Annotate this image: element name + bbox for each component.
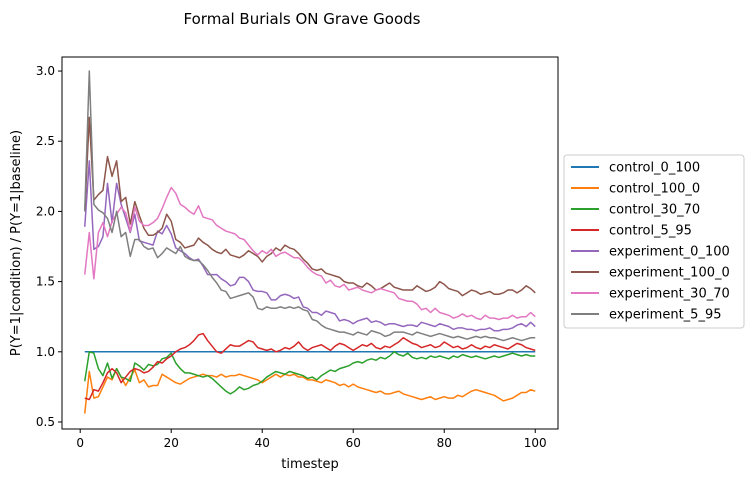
x-axis: 0 20 40 60 80 100: [76, 429, 547, 450]
series-line-control_100_0: [84, 367, 536, 414]
y-tick-label: 2.5: [36, 134, 55, 148]
legend-label-control_100_0: control_100_0: [609, 182, 700, 197]
x-tick-label: 60: [346, 436, 361, 450]
series-line-experiment_0_100: [84, 160, 536, 332]
legend-label-control_5_95: control_5_95: [609, 224, 692, 239]
legend-label-experiment_0_100: experiment_0_100: [609, 245, 730, 260]
series-line-control_5_95: [84, 332, 536, 401]
y-axis-label: P(Y=1|condition) / P(Y=1|baseline): [9, 130, 24, 356]
x-tick-label: 80: [437, 436, 452, 450]
y-tick-label: 3.0: [36, 64, 55, 78]
x-tick-label: 100: [524, 436, 547, 450]
legend-label-control_0_100: control_0_100: [609, 161, 700, 176]
chart-title: Formal Burials ON Grave Goods: [184, 10, 421, 28]
series-layer: [84, 70, 536, 414]
y-axis: 0.5 1.0 1.5 2.0 2.5 3.0: [36, 64, 62, 429]
series-line-experiment_5_95: [84, 70, 536, 342]
plot-frame: [61, 56, 559, 430]
x-axis-label: timestep: [281, 457, 339, 472]
y-tick-label: 1.0: [36, 345, 55, 359]
legend-frame: [563, 154, 745, 329]
x-tick-label: 40: [255, 436, 270, 450]
legend-label-control_30_70: control_30_70: [609, 203, 700, 218]
legend-label-experiment_100_0: experiment_100_0: [609, 266, 730, 281]
x-tick-label: 20: [164, 436, 179, 450]
legend-label-experiment_30_70: experiment_30_70: [609, 287, 730, 302]
y-tick-label: 2.0: [36, 204, 55, 218]
y-tick-label: 0.5: [36, 415, 55, 429]
y-tick-label: 1.5: [36, 275, 55, 289]
series-line-experiment_30_70: [84, 186, 536, 321]
legend: control_0_100 control_100_0 control_30_70c…: [563, 154, 745, 329]
x-tick-label: 0: [76, 436, 84, 450]
legend-label-experiment_5_95: experiment_5_95: [609, 308, 721, 323]
series-line-experiment_100_0: [84, 116, 536, 297]
